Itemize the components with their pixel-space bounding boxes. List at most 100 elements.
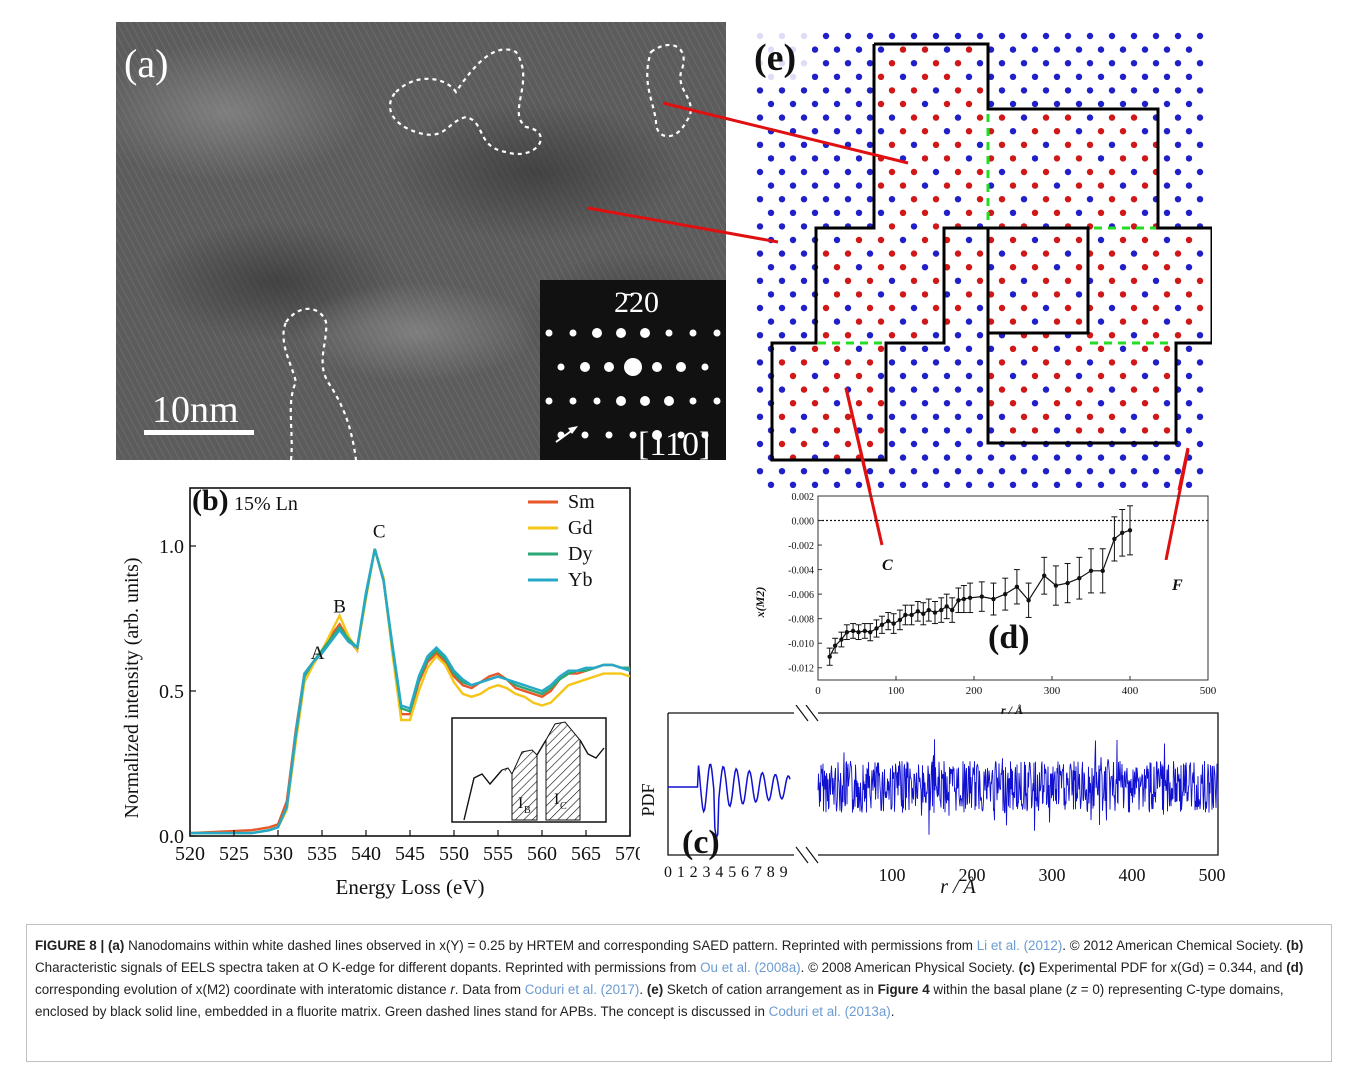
cation-dot (778, 87, 786, 94)
cation-dot (1163, 128, 1171, 135)
cation-dot (921, 209, 929, 216)
cation-dot (833, 400, 841, 407)
cation-dot (1196, 468, 1204, 475)
diffraction-spot (689, 397, 697, 405)
cation-dot (1031, 400, 1039, 407)
cation-dot (1053, 155, 1061, 162)
xm2-data-point (1065, 580, 1070, 586)
cation-dot (943, 454, 951, 461)
cation-dot (855, 345, 863, 352)
caption-d-label: (d) (1286, 960, 1304, 975)
cation-dot (1130, 250, 1138, 257)
diffraction-spot (604, 362, 614, 372)
cation-dot (1185, 46, 1193, 53)
scale-bar-label: 10nm (152, 389, 239, 431)
cation-dot (888, 223, 896, 230)
cation-dot (921, 236, 929, 244)
cation-dot (910, 196, 918, 203)
cation-dot (1053, 182, 1061, 189)
xm2-data-point (827, 654, 832, 659)
cation-dot (965, 236, 973, 244)
cation-dot (932, 440, 940, 448)
xm2-data-point (1127, 528, 1133, 533)
xm2-data-point (856, 629, 861, 635)
cation-dot (1075, 400, 1083, 407)
cation-dot (866, 277, 874, 284)
cation-dot (844, 332, 852, 339)
cation-dot (954, 386, 962, 393)
cation-dot (921, 427, 929, 434)
cation-dot (1196, 304, 1204, 312)
cation-dot (877, 345, 885, 352)
cation-dot (1020, 87, 1028, 94)
cation-dot (877, 46, 885, 53)
cation-dot (800, 440, 808, 448)
caption-a-copyright: . © 2012 American Chemical Society. (1062, 938, 1287, 953)
cation-dot (1108, 359, 1116, 366)
cation-dot (1152, 87, 1160, 94)
cation-dot (1163, 209, 1171, 216)
xm2-data-point (967, 595, 973, 601)
cation-dot (866, 87, 874, 94)
cation-dot (1119, 454, 1127, 461)
cation-dot (855, 264, 863, 271)
cation-dot (1185, 318, 1193, 325)
cation-dot (1086, 359, 1094, 366)
caption-citation-link[interactable]: Li et al. (2012) (976, 938, 1063, 953)
caption-citation-link[interactable]: Ou et al. (2008a) (700, 960, 801, 975)
pointer-label-f: F (1171, 577, 1183, 594)
cation-dot (932, 332, 940, 339)
caption-citation-link[interactable]: Coduri et al. (2017) (524, 982, 640, 997)
xm2-data-point (949, 607, 955, 613)
cation-dot (1174, 250, 1182, 257)
cation-dot (767, 481, 775, 488)
cation-dot (767, 182, 775, 189)
cation-dot (976, 468, 984, 475)
cation-dot (1174, 87, 1182, 94)
cation-dot (833, 318, 841, 325)
cation-dot (877, 427, 885, 434)
cation-dot (932, 468, 940, 475)
cation-dot (1097, 264, 1105, 271)
cation-dot (1185, 427, 1193, 434)
cation-dot (1163, 182, 1171, 189)
eels-annotation: 15% Ln (234, 493, 298, 515)
cation-dot (1053, 128, 1061, 135)
cation-dot (987, 481, 995, 488)
cation-dot (833, 481, 841, 488)
cation-dot (1009, 345, 1017, 352)
cation-dot (778, 413, 786, 420)
panel-d-label: (d) (988, 619, 1030, 656)
cation-dot (943, 46, 951, 53)
cation-dot (976, 386, 984, 393)
caption-figure-reference[interactable]: Figure 4 (877, 982, 930, 997)
cation-dot (1196, 440, 1204, 448)
cation-dot (965, 400, 973, 407)
cation-dot (877, 400, 885, 407)
cation-dot (844, 60, 852, 67)
diffraction-spot (592, 328, 602, 338)
cation-dot (855, 155, 863, 162)
cation-dot (921, 454, 929, 461)
cation-dot (1031, 318, 1039, 325)
pdf-left-tick-label: 5 (728, 864, 736, 881)
cation-dot (1119, 46, 1127, 53)
cation-dot (1075, 209, 1083, 216)
cation-dot (1097, 372, 1105, 380)
cation-dot (1053, 291, 1061, 298)
cation-dot (1163, 318, 1171, 325)
cation-dot (1009, 427, 1017, 434)
cation-dot (976, 114, 984, 121)
cation-dot (1064, 250, 1072, 257)
cation-dot (921, 318, 929, 325)
caption-citation-link[interactable]: Coduri et al. (2013a) (768, 1004, 891, 1019)
cation-dot (1119, 291, 1127, 298)
cation-dot (1141, 481, 1149, 488)
cation-dot (778, 168, 786, 176)
pdf-right-tick-label: 500 (1199, 865, 1226, 885)
cation-dot (789, 128, 797, 135)
cation-dot (1020, 413, 1028, 420)
cation-dot (888, 141, 896, 148)
caption-c-label: (c) (1018, 960, 1036, 975)
cation-dot (910, 440, 918, 448)
